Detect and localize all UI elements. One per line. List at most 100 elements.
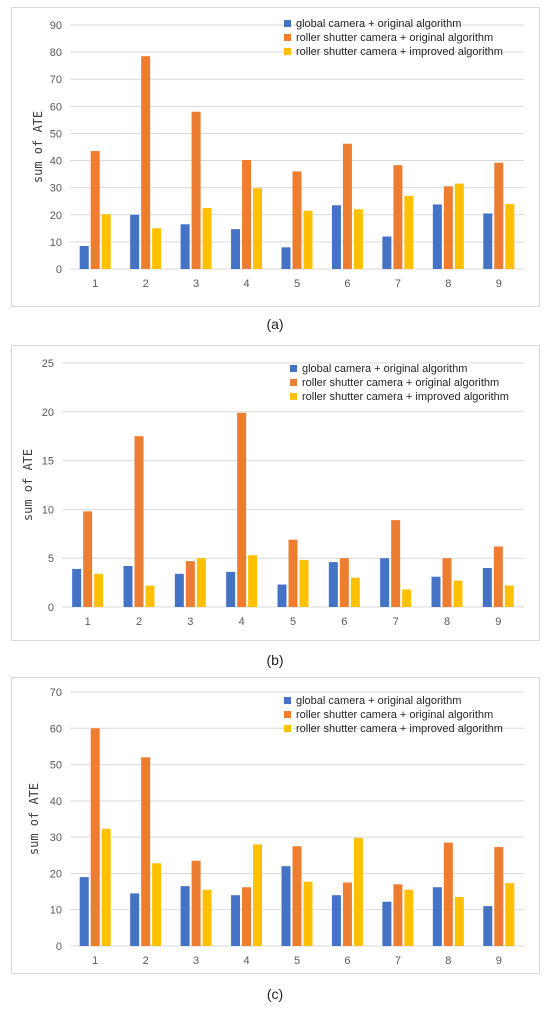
y-tick-label: 30 [50,183,62,195]
bar-series1-cat3 [174,573,184,607]
y-tick-label: 10 [42,504,54,516]
bar-series1-cat4 [226,571,236,607]
caption-a: (a) [266,316,284,332]
bar-series2-cat3 [191,111,201,269]
bar-series3-cat3 [202,889,212,946]
bar-series2-cat5 [292,171,302,269]
bar-series3-cat6 [353,209,363,269]
y-axis-label: sum of ATE [31,111,45,183]
x-tick-label: 6 [344,278,350,290]
bar-series2-cat4 [242,887,252,946]
bar-series1-cat7 [382,901,392,946]
chart-panel-c: 0 10 20 30 40 50 60 70 sum of ATE 1 2 3 4 5 6 7 8 9 global… [11,677,540,974]
y-tick-label: 50 [50,128,62,140]
legend-label-2: roller shutter camera + original algorit… [296,709,493,721]
bar-series1-cat3 [180,224,190,269]
legend-swatch-2 [284,34,291,41]
legend-swatch-1 [290,365,297,372]
bar-series1-cat2 [123,566,133,607]
chart-c-svg: 0 10 20 30 40 50 60 70 sum of ATE 1 2 3 4 5 6 7 8 9 global… [27,687,524,967]
legend-label-1: global camera + original algorithm [296,18,461,30]
bar-series2-cat7 [393,165,403,269]
y-tick-label: 0 [56,941,62,953]
bar-series3-cat6 [353,837,363,946]
bar-series3-cat9 [505,883,515,946]
bar-series1-cat7 [380,558,390,607]
bar-series3-cat4 [248,555,258,607]
x-tick-label: 9 [495,616,501,628]
caption-c: (c) [266,986,284,1002]
bar-series2-cat2 [134,436,144,607]
legend-swatch-2 [290,379,297,386]
bar-series1-cat8 [432,887,442,946]
bar-series2-cat8 [443,186,453,269]
bar-series3-cat7 [404,889,414,946]
legend-label-1: global camera + original algorithm [302,363,467,375]
bar-series2-cat6 [339,558,349,607]
x-tick-label: 8 [444,616,450,628]
legend-swatch-1 [284,20,291,27]
bar-series1-cat7 [382,236,392,269]
bar-series2-cat4 [237,412,247,607]
bar-series2-cat5 [288,539,298,607]
bar-series1-cat9 [482,567,492,607]
y-tick-label: 60 [50,723,62,735]
bar-series2-cat3 [185,561,195,607]
x-tick-label: 7 [395,955,401,967]
y-tick-label: 10 [50,237,62,249]
bar-series2-cat2 [141,757,151,946]
x-tick-label: 3 [193,278,199,290]
y-axis-label: sum of ATE [27,783,41,855]
bar-series1-cat1 [79,877,89,946]
bar-series1-cat9 [483,213,493,269]
chart-panel-b: 0 5 10 15 20 25 sum of ATE 1 2 3 4 5 6 7 8 9 global came… [11,345,540,641]
bar-series3-cat8 [454,897,464,946]
bar-series2-cat3 [191,860,201,946]
x-tick-label: 5 [294,278,300,290]
x-tick-label: 4 [239,616,245,628]
x-tick-label: 2 [136,616,142,628]
bar-series1-cat2 [130,214,140,269]
bar-series1-cat4 [231,229,241,269]
bar-series1-cat6 [331,205,341,269]
x-tick-label: 5 [290,616,296,628]
bar-series2-cat1 [83,511,93,607]
bar-series2-cat7 [393,884,403,946]
bar-series3-cat1 [101,828,111,946]
x-tick-label: 9 [496,278,502,290]
bar-series2-cat9 [494,846,504,946]
bar-series3-cat9 [504,585,514,607]
x-tick-label: 5 [294,955,300,967]
bar-series3-cat1 [94,573,104,607]
legend-swatch-3 [290,393,297,400]
legend-label-1: global camera + original algorithm [296,695,461,707]
y-tick-label: 0 [48,602,54,614]
chart-b-svg: 0 5 10 15 20 25 sum of ATE 1 2 3 4 5 6 7 8 9 global came… [21,358,524,628]
bar-series1-cat2 [130,893,140,946]
x-tick-label: 4 [243,955,249,967]
bar-series2-cat6 [342,143,352,269]
y-tick-label: 15 [42,456,54,468]
bar-series3-cat8 [453,580,463,607]
bar-series1-cat1 [72,568,82,607]
x-tick-label: 8 [445,955,451,967]
y-tick-label: 20 [42,407,54,419]
legend-label-3: roller shutter camera + improved algorit… [296,46,503,58]
bar-series3-cat5 [303,210,313,269]
bar-series3-cat8 [454,183,464,269]
y-tick-label: 80 [50,47,62,59]
bar-series2-cat1 [90,151,100,269]
bar-series2-cat4 [242,160,252,269]
bar-series2-cat9 [494,162,504,269]
y-tick-label: 5 [48,553,54,565]
bar-series1-cat9 [483,906,493,946]
x-tick-label: 9 [496,955,502,967]
legend-swatch-1 [284,697,291,704]
bar-series2-cat1 [90,728,100,946]
y-tick-label: 90 [50,20,62,32]
y-tick-label: 30 [50,832,62,844]
bar-series3-cat4 [253,188,263,269]
bar-series3-cat4 [253,844,263,946]
y-tick-label: 10 [50,905,62,917]
legend-label-3: roller shutter camera + improved algorit… [296,723,503,735]
